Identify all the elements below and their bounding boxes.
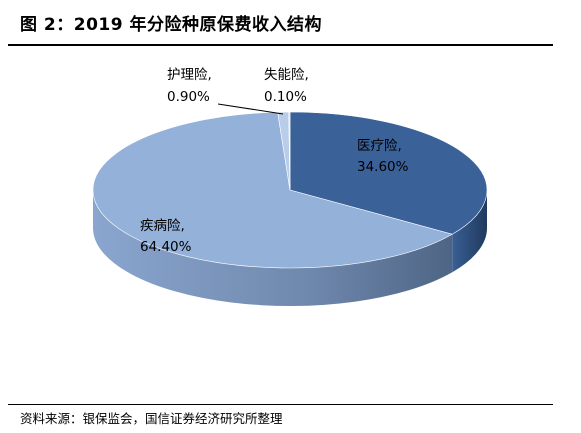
pie-side-1: [452, 190, 487, 273]
pie-slices: [92, 111, 488, 269]
slice-label-name-3: 护理险,: [167, 67, 212, 83]
top-rule: [8, 44, 553, 46]
slice-label-value-4: 0.10%: [264, 89, 307, 105]
slice-label-value-1: 34.60%: [357, 159, 409, 175]
slice-label-value-3: 0.90%: [167, 89, 210, 105]
pie-slice-2: [92, 111, 454, 269]
slice-label-name-1: 医疗险,: [357, 138, 402, 154]
source-note: 资料来源：银保监会，国信证券经济研究所整理: [20, 411, 283, 426]
pie-side-2: [93, 190, 453, 306]
slice-label-name-2: 疾病险,: [140, 218, 185, 234]
pie-side-walls: [93, 190, 487, 306]
leader-lines: [217, 103, 284, 115]
figure-title: 图 2：2019 年分险种原保费收入结构: [20, 15, 322, 35]
bottom-rule: [8, 404, 553, 405]
slice-label-name-4: 失能险,: [264, 67, 309, 83]
slice-label-value-2: 64.40%: [140, 239, 192, 255]
pie-slice-1: [289, 111, 488, 235]
pie-slice-4: [288, 111, 291, 191]
leader-line-1: [217, 103, 284, 115]
slice-labels: 医疗险, 34.60% 疾病险, 64.40% 护理险, 0.90% 失能险, 0.10%: [140, 67, 409, 255]
